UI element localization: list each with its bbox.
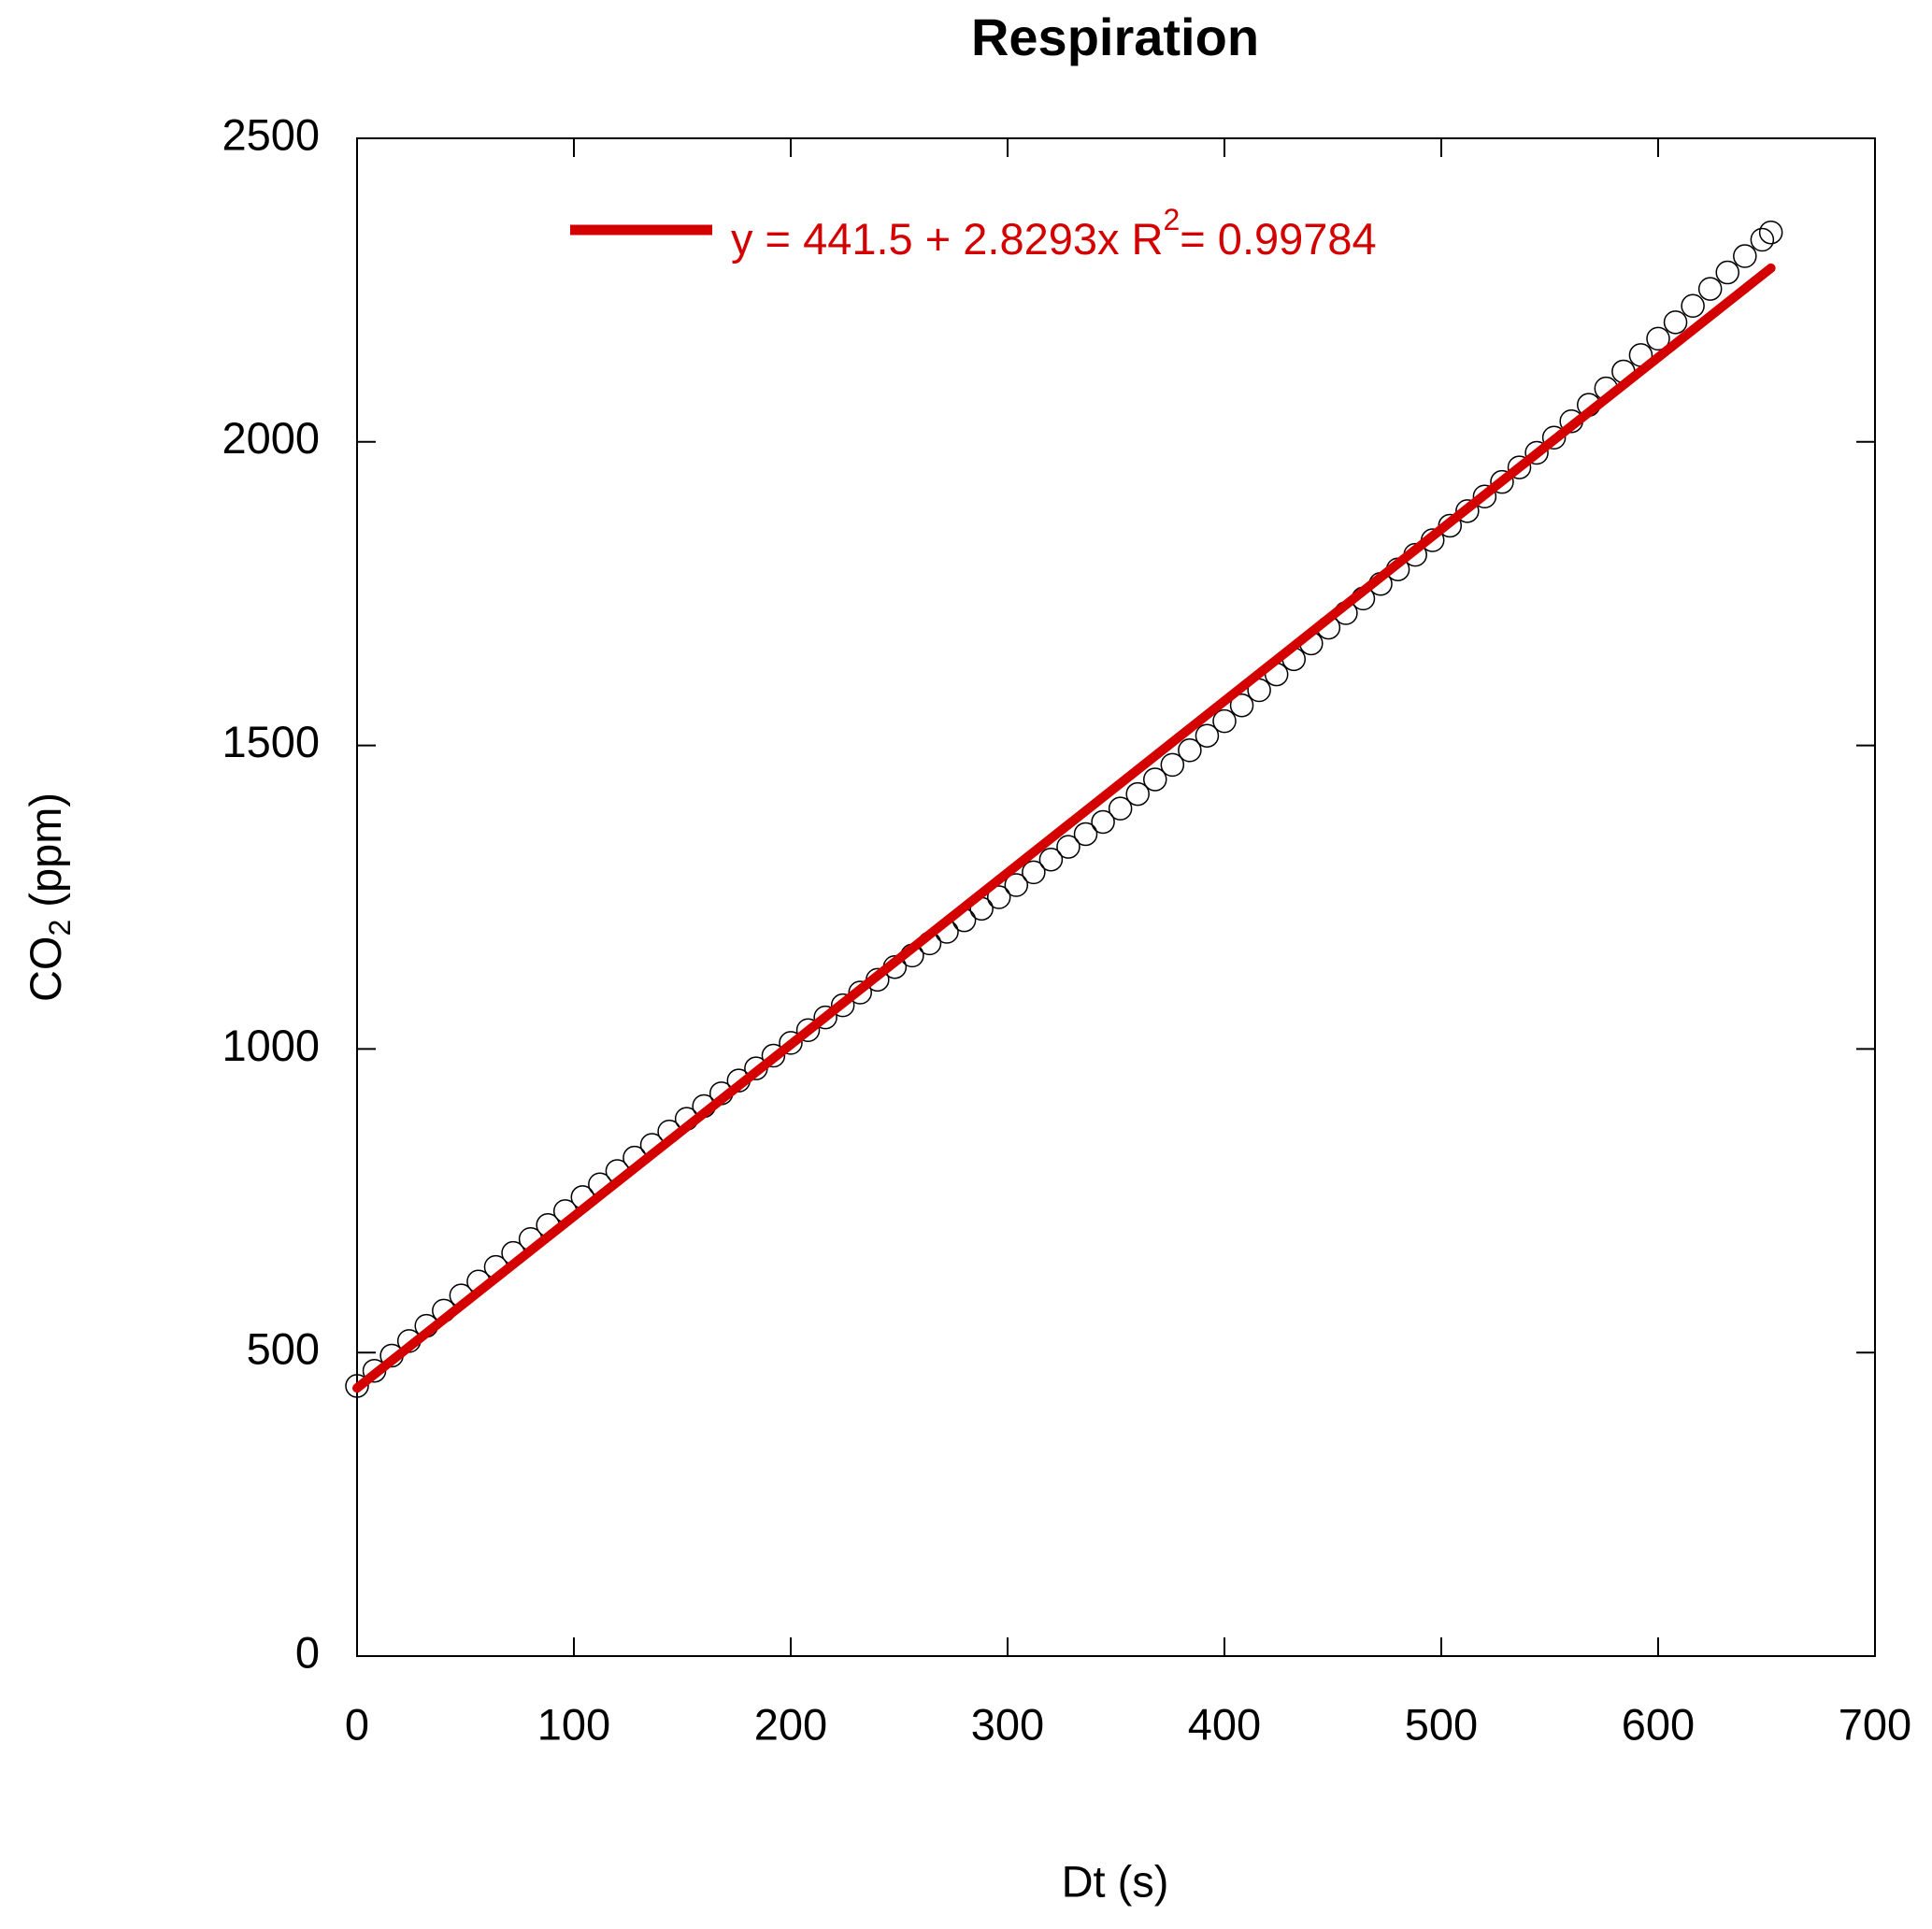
x-tick-label: 400: [1188, 1699, 1261, 1749]
y-tick-label: 2000: [222, 413, 320, 463]
data-point: [779, 1031, 803, 1055]
data-point: [795, 1018, 821, 1043]
data-point: [1715, 260, 1739, 285]
data-point: [1160, 752, 1185, 778]
data-point: [1229, 693, 1254, 718]
x-tick-label: 0: [345, 1699, 369, 1749]
data-point: [1056, 835, 1080, 859]
x-tick-label: 700: [1839, 1699, 1911, 1749]
data-point: [813, 1005, 837, 1030]
data-point: [1663, 310, 1688, 335]
data-point: [1541, 425, 1567, 450]
x-tick-label: 200: [754, 1699, 827, 1749]
data-point: [1143, 767, 1167, 792]
x-tick-label: 300: [971, 1699, 1044, 1749]
data-point: [1750, 227, 1775, 252]
data-point: [1038, 847, 1064, 872]
y-label-text: CO: [21, 936, 70, 1003]
legend-label-part: y = 441.5 + 2.8293x R: [731, 214, 1164, 264]
data-point: [1758, 220, 1783, 245]
x-tick-label: 100: [537, 1699, 610, 1749]
data-point: [1195, 723, 1220, 748]
x-axis-label: Dt (s): [1062, 1856, 1169, 1906]
data-point: [1073, 822, 1098, 847]
data-point: [1125, 781, 1150, 807]
data-point: [1212, 708, 1237, 734]
y-label-subscript: 2: [43, 920, 77, 936]
data-point: [830, 993, 855, 1018]
data-point: [1733, 244, 1757, 268]
y-axis-label: CO2 (ppm): [21, 793, 77, 1002]
data-point: [345, 1374, 369, 1398]
y-tick-label: 1500: [222, 717, 320, 766]
x-tick-label: 600: [1622, 1699, 1695, 1749]
legend-label: y = 441.5 + 2.8293x R2= 0.99784: [731, 203, 1377, 264]
data-point: [986, 885, 1011, 909]
data-point: [1004, 873, 1029, 897]
legend-label-part: 2: [1164, 203, 1181, 236]
data-point: [1681, 293, 1705, 319]
chart-title: Respiration: [971, 7, 1259, 66]
data-point: [1697, 277, 1723, 301]
data-point: [1178, 738, 1202, 763]
plot-frame: [356, 137, 1876, 1657]
y-tick-label: 0: [295, 1627, 320, 1677]
data-point: [1490, 469, 1514, 494]
data-point: [1455, 499, 1480, 523]
data-point: [1108, 796, 1133, 821]
y-tick-label: 1000: [222, 1021, 320, 1070]
data-point: [1646, 326, 1670, 351]
y-tick-label: 500: [247, 1324, 320, 1374]
data-point: [761, 1043, 786, 1068]
legend-label-part: = 0.99784: [1180, 214, 1376, 264]
x-tick-label: 500: [1405, 1699, 1478, 1749]
fit-line: [352, 263, 1776, 1393]
data-point: [1091, 809, 1115, 835]
data-point: [1022, 860, 1046, 885]
y-tick-label: 2500: [222, 109, 320, 159]
data-point: [1472, 484, 1497, 509]
y-label-unit: (ppm): [21, 793, 70, 920]
data-point: [1524, 440, 1549, 465]
data-point: [1507, 455, 1532, 479]
